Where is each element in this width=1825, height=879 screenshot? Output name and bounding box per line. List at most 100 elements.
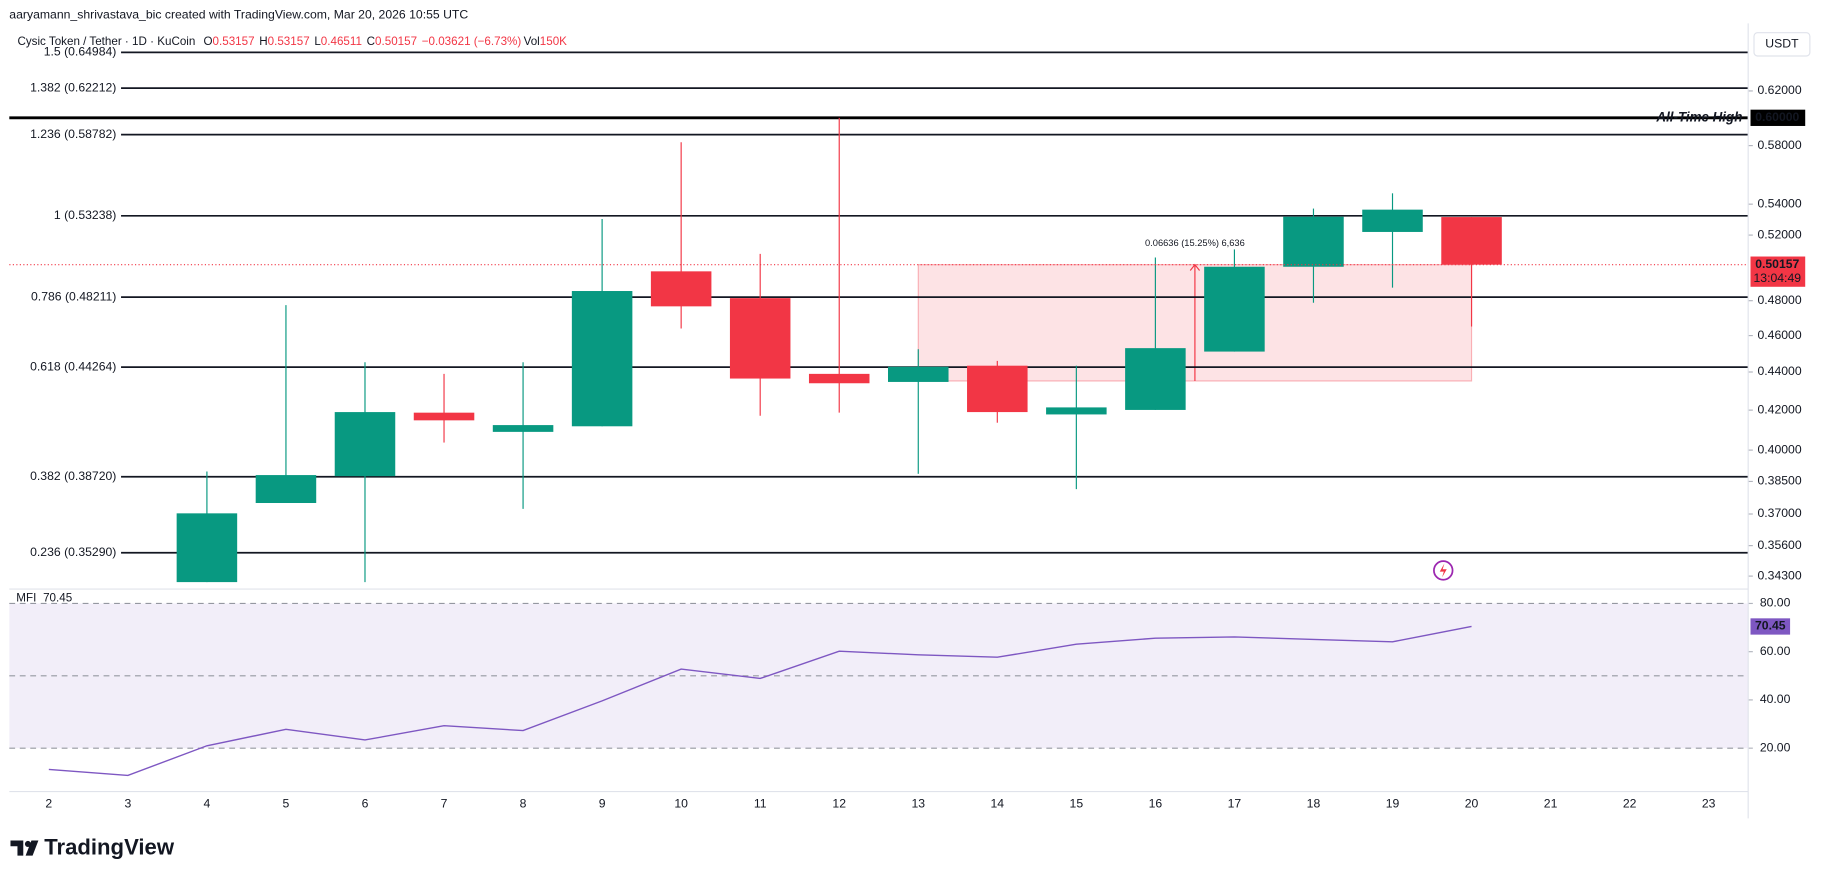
fib-label: 0.236 (0.35290) xyxy=(30,545,116,559)
x-tick-label: 11 xyxy=(754,797,767,811)
x-tick-label: 7 xyxy=(441,797,448,811)
mfi-badge xyxy=(1750,618,1791,635)
ohlc-value: 0.46511 xyxy=(321,35,362,48)
candle-body xyxy=(1204,266,1265,352)
y-tick-label: 0.38500 xyxy=(1757,474,1801,488)
ath-value: 0.60000 xyxy=(1755,110,1799,124)
candle-body xyxy=(650,271,712,307)
candle-body xyxy=(888,366,949,382)
mfi-title: MFI xyxy=(16,591,36,604)
candle-body xyxy=(571,291,633,427)
logo-dot xyxy=(24,840,31,847)
y-tick-label: 0.62000 xyxy=(1757,83,1801,97)
measure-arrowhead xyxy=(1189,263,1201,271)
alert-bolt xyxy=(1439,563,1447,578)
y-tick-label: 0.54000 xyxy=(1757,196,1801,210)
mfi-y-tick-label: 20.00 xyxy=(1760,740,1791,754)
currency: USDT xyxy=(1765,37,1799,51)
x-tick-label: 14 xyxy=(991,797,1005,811)
header: aaryamann_shrivastava_bic created with T… xyxy=(9,7,468,21)
fib-label: 1 (0.53238) xyxy=(54,208,117,222)
candle-body xyxy=(1441,217,1502,265)
symbol-title: Cysic Token / Tether · 1D · KuCoin xyxy=(17,35,195,48)
mfi-legend-value: 70.45 xyxy=(43,591,72,604)
y-tick-label: 0.40000 xyxy=(1757,442,1801,456)
alert-icon[interactable] xyxy=(1433,560,1454,581)
x-tick-label: 4 xyxy=(204,797,211,811)
x-tick-label: 17 xyxy=(1228,797,1242,811)
ath-label: All-Time High xyxy=(1655,109,1742,124)
x-tick-label: 16 xyxy=(1149,797,1163,811)
x-tick-label: 12 xyxy=(832,797,846,811)
volume: 150K xyxy=(540,35,567,48)
y-tick-label: 0.52000 xyxy=(1757,227,1801,241)
measure-label: 0.06636 (15.25%) 6,636 xyxy=(1145,238,1245,248)
x-tick-label: 10 xyxy=(674,797,688,811)
x-tick-label: 3 xyxy=(124,797,131,811)
x-tick-label: 15 xyxy=(1070,797,1084,811)
mfi-y-tick-label: 60.00 xyxy=(1760,644,1791,658)
countdown: 13:04:49 xyxy=(1753,271,1801,285)
ohlc-label: C xyxy=(367,35,375,48)
fib-label: 1.236 (0.58782) xyxy=(30,127,116,141)
footer: TradingView xyxy=(44,834,175,859)
logo-mark xyxy=(10,840,39,856)
fib-label: 1.5 (0.64984) xyxy=(44,45,117,59)
change: −0.03621 (−6.73%) xyxy=(422,35,522,48)
ohlc-value: 0.53157 xyxy=(268,35,310,48)
candle-body xyxy=(334,412,396,477)
fib-label: 0.618 (0.44264) xyxy=(30,359,116,373)
y-tick-label: 0.44000 xyxy=(1757,364,1801,378)
x-tick-label: 18 xyxy=(1307,797,1321,811)
candle-body xyxy=(1125,348,1186,410)
candle-body xyxy=(1046,407,1107,415)
volume-label: Vol xyxy=(524,35,540,48)
candle-body xyxy=(413,412,475,421)
y-tick-label: 0.46000 xyxy=(1757,328,1801,342)
candle-body xyxy=(729,298,791,379)
ohlc-label: H xyxy=(259,35,267,48)
candle-body xyxy=(808,373,870,384)
candle-body xyxy=(1362,209,1423,232)
mfi-y-tick-label: 80.00 xyxy=(1760,596,1791,610)
x-tick-label: 6 xyxy=(362,797,369,811)
ohlc-value: 0.53157 xyxy=(213,35,255,48)
last-price: 0.50157 xyxy=(1755,257,1799,271)
y-tick-label: 0.37000 xyxy=(1757,506,1801,520)
plot-layer: 20.00 40.00 60.00 80.00 70.45 MFI 70.45 0.06636… xyxy=(9,35,1806,811)
last-price-badge xyxy=(1750,256,1806,287)
x-tick-label: 2 xyxy=(45,797,52,811)
y-tick-label: 0.42000 xyxy=(1757,402,1801,416)
ohlc-value: 0.50157 xyxy=(375,35,417,48)
x-tick-label: 9 xyxy=(599,797,606,811)
y-tick-label: 0.58000 xyxy=(1757,138,1801,152)
mfi-line xyxy=(48,625,1472,777)
ohlc-label: L xyxy=(314,35,321,48)
fib-label: 0.786 (0.48211) xyxy=(31,289,116,303)
candle-body xyxy=(176,513,238,583)
y-tick-label: 0.35600 xyxy=(1757,538,1801,552)
ath-badge xyxy=(1750,109,1806,126)
ohlc-label: O xyxy=(204,35,213,48)
x-tick-label: 23 xyxy=(1702,797,1716,811)
fib-label: 0.382 (0.38720) xyxy=(30,469,116,483)
fib-label: 1.382 (0.62212) xyxy=(30,80,116,94)
x-tick-label: 13 xyxy=(911,797,925,811)
y-tick-label: 0.48000 xyxy=(1757,293,1801,307)
y-tick-label: 0.34300 xyxy=(1757,568,1801,582)
x-tick-label: 19 xyxy=(1386,797,1400,811)
x-tick-label: 5 xyxy=(283,797,290,811)
mfi-last: 70.45 xyxy=(1755,619,1786,633)
currency-box[interactable] xyxy=(1753,32,1811,57)
candle-body xyxy=(255,475,317,504)
mfi-y-tick-label: 40.00 xyxy=(1760,692,1791,706)
x-tick-label: 21 xyxy=(1544,797,1558,811)
x-tick-label: 8 xyxy=(520,797,527,811)
candle-body xyxy=(492,425,554,432)
x-tick-label: 20 xyxy=(1465,797,1479,811)
x-tick-label: 22 xyxy=(1623,797,1637,811)
candle-body xyxy=(967,365,1028,413)
candle-body xyxy=(1283,216,1344,267)
